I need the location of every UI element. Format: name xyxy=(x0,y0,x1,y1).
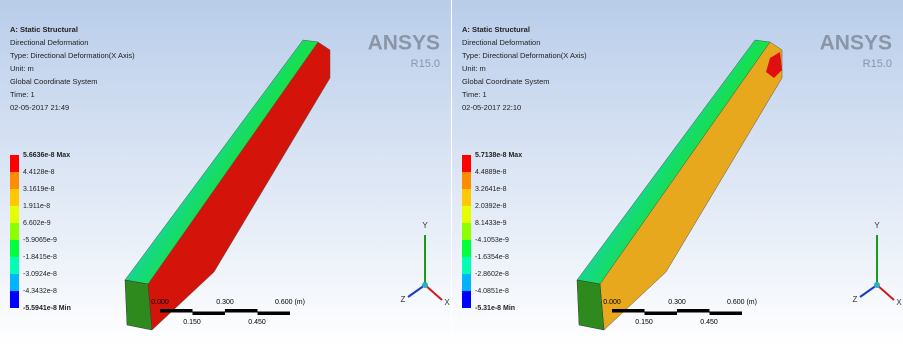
axis-label: Y xyxy=(422,221,428,230)
scale-label: 0.300 xyxy=(668,299,686,306)
legend-band xyxy=(10,172,19,189)
scale-seg xyxy=(645,312,678,315)
legend-label: -1.6354e-8 xyxy=(475,254,509,261)
beam-end xyxy=(577,280,604,330)
scale-seg xyxy=(677,309,710,312)
logo: ANSYS xyxy=(368,32,440,55)
axis-label: Y xyxy=(874,221,880,230)
axis-label: X xyxy=(896,298,902,307)
legend-band xyxy=(462,274,471,291)
legend-band xyxy=(10,155,19,172)
legend-band xyxy=(462,155,471,172)
legend-label: 6.602e-9 xyxy=(23,220,51,227)
scale-label: 0.300 xyxy=(216,299,234,306)
scale-label: 0.600 (m) xyxy=(275,299,305,306)
header-line: Global Coordinate System xyxy=(10,77,98,86)
header-line: A: Static Structural xyxy=(10,25,78,34)
legend-label: 5.7138e-8 Max xyxy=(475,152,522,159)
legend-label: -3.0924e-8 xyxy=(23,271,57,278)
header-line: Time: 1 xyxy=(10,90,35,99)
header-line: Type: Directional Deformation(X Axis) xyxy=(10,51,135,60)
scale-seg xyxy=(160,309,193,312)
legend-band xyxy=(462,206,471,223)
header-line: Type: Directional Deformation(X Axis) xyxy=(462,51,587,60)
viewport: A: Static Structural Directional Deformat… xyxy=(0,0,451,347)
legend-band xyxy=(10,223,19,240)
legend-band xyxy=(462,172,471,189)
scale-label: 0.150 xyxy=(635,319,653,326)
version: R15.0 xyxy=(411,58,440,70)
legend-band xyxy=(10,257,19,274)
legend-label: 4.4128e-8 xyxy=(23,169,55,176)
legend-band xyxy=(462,240,471,257)
legend-label: 5.6636e-8 Max xyxy=(23,152,70,159)
scale-seg xyxy=(225,309,258,312)
legend-label: 8.1433e-9 xyxy=(475,220,507,227)
legend-label: -4.1053e-9 xyxy=(475,237,509,244)
legend-band xyxy=(462,291,471,308)
triad-origin xyxy=(422,282,428,288)
axis-label: Z xyxy=(853,295,858,304)
axis-label: Z xyxy=(401,295,406,304)
scale-label: 0.150 xyxy=(183,319,201,326)
scale-seg xyxy=(193,312,226,315)
legend-label: 2.0392e-8 xyxy=(475,203,507,210)
header-line: A: Static Structural xyxy=(462,25,530,34)
legend-label: 4.4889e-8 xyxy=(475,169,507,176)
scale-seg xyxy=(258,312,291,315)
legend-band xyxy=(462,257,471,274)
header-line: Time: 1 xyxy=(462,90,487,99)
legend-band xyxy=(462,223,471,240)
scale-label: 0.450 xyxy=(700,319,718,326)
header-line: Directional Deformation xyxy=(462,38,540,47)
viewport: A: Static Structural Directional Deformat… xyxy=(452,0,903,347)
legend-label: -4.3432e-8 xyxy=(23,288,57,295)
scale-label: 0.000 xyxy=(603,299,621,306)
scale-seg xyxy=(710,312,743,315)
header-line: Global Coordinate System xyxy=(462,77,550,86)
legend-band xyxy=(10,274,19,291)
axis-label: X xyxy=(444,298,450,307)
header-line: Directional Deformation xyxy=(10,38,88,47)
header-line: Unit: m xyxy=(10,64,34,73)
header-line: Unit: m xyxy=(462,64,486,73)
scale-label: 0.000 xyxy=(151,299,169,306)
legend-label: 3.2641e-8 xyxy=(475,186,507,193)
legend-band xyxy=(10,189,19,206)
legend-band xyxy=(462,189,471,206)
scale-label: 0.450 xyxy=(248,319,266,326)
legend-label: -1.8415e-8 xyxy=(23,254,57,261)
legend-label: -4.0851e-8 xyxy=(475,288,509,295)
legend-label: -5.5941e-8 Min xyxy=(23,305,71,312)
screenshot: A: Static Structural Directional Deformat… xyxy=(0,0,903,347)
legend-label: -5.31e-8 Min xyxy=(475,305,515,312)
legend-band xyxy=(10,206,19,223)
legend-label: 1.911e-8 xyxy=(23,203,50,210)
legend-band xyxy=(10,291,19,308)
scale-seg xyxy=(612,309,645,312)
header-line: 02-05-2017 22:10 xyxy=(462,103,521,112)
header-line: 02-05-2017 21:49 xyxy=(10,103,69,112)
version: R15.0 xyxy=(863,58,892,70)
scale-label: 0.600 (m) xyxy=(727,299,757,306)
triad-origin xyxy=(874,282,880,288)
legend-label: -2.8602e-8 xyxy=(475,271,509,278)
legend-band xyxy=(10,240,19,257)
legend-label: -5.9065e-9 xyxy=(23,237,57,244)
legend-label: 3.1619e-8 xyxy=(23,186,55,193)
logo: ANSYS xyxy=(820,32,892,55)
beam-end xyxy=(125,280,152,330)
